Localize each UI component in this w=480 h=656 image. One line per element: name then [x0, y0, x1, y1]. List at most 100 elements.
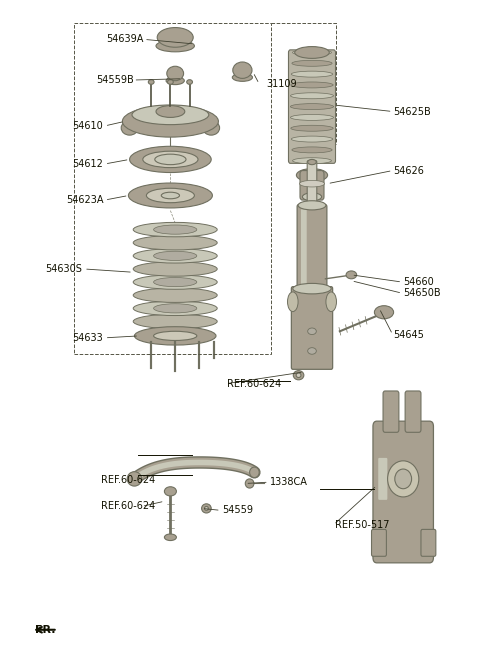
Text: FR.: FR. [35, 625, 55, 635]
Ellipse shape [202, 504, 211, 513]
Ellipse shape [290, 104, 334, 110]
Ellipse shape [308, 159, 316, 165]
Text: 54645: 54645 [394, 329, 424, 340]
Ellipse shape [133, 222, 217, 237]
Ellipse shape [395, 469, 411, 489]
Ellipse shape [291, 71, 333, 77]
Text: REF.50-517: REF.50-517 [335, 520, 390, 530]
Text: 54610: 54610 [72, 121, 103, 131]
Ellipse shape [133, 301, 217, 316]
Text: REF.60-624: REF.60-624 [101, 501, 155, 512]
Ellipse shape [250, 467, 259, 478]
Text: 54630S: 54630S [45, 264, 82, 274]
Ellipse shape [133, 262, 217, 276]
Ellipse shape [298, 201, 326, 210]
Ellipse shape [308, 328, 316, 335]
Ellipse shape [291, 82, 333, 88]
Ellipse shape [302, 193, 322, 201]
FancyBboxPatch shape [373, 421, 433, 563]
Ellipse shape [166, 77, 184, 85]
Ellipse shape [204, 506, 208, 510]
Ellipse shape [187, 79, 192, 85]
Ellipse shape [387, 461, 419, 497]
FancyBboxPatch shape [372, 529, 386, 556]
FancyBboxPatch shape [291, 287, 333, 369]
Ellipse shape [291, 125, 333, 131]
FancyBboxPatch shape [288, 50, 336, 163]
Ellipse shape [156, 106, 185, 117]
FancyBboxPatch shape [378, 458, 387, 500]
Ellipse shape [245, 479, 254, 488]
Ellipse shape [167, 66, 184, 81]
Ellipse shape [291, 136, 333, 142]
Text: 54639A: 54639A [107, 34, 144, 45]
Ellipse shape [146, 188, 194, 203]
Ellipse shape [346, 271, 357, 279]
Ellipse shape [295, 47, 329, 58]
Text: 54559: 54559 [222, 505, 253, 516]
FancyBboxPatch shape [405, 391, 421, 432]
Ellipse shape [155, 154, 186, 165]
Ellipse shape [121, 121, 138, 135]
Ellipse shape [292, 157, 331, 164]
Ellipse shape [168, 79, 173, 85]
Text: 54633: 54633 [72, 333, 103, 343]
Ellipse shape [154, 304, 197, 313]
Ellipse shape [308, 348, 316, 354]
Ellipse shape [133, 236, 217, 250]
Ellipse shape [130, 146, 211, 173]
Ellipse shape [133, 288, 217, 302]
FancyBboxPatch shape [421, 529, 436, 556]
Ellipse shape [156, 40, 194, 52]
Text: 1338CA: 1338CA [270, 477, 308, 487]
Ellipse shape [164, 487, 176, 496]
Ellipse shape [292, 147, 332, 153]
Text: 54623A: 54623A [66, 195, 103, 205]
Ellipse shape [293, 283, 331, 294]
Ellipse shape [298, 284, 326, 293]
Ellipse shape [154, 225, 197, 234]
Ellipse shape [143, 152, 198, 167]
Text: 54650B: 54650B [403, 288, 441, 298]
Ellipse shape [132, 105, 209, 125]
Text: 54559B: 54559B [96, 75, 133, 85]
Ellipse shape [148, 79, 154, 85]
Ellipse shape [129, 183, 212, 208]
Ellipse shape [161, 192, 180, 199]
Ellipse shape [133, 314, 217, 329]
Text: 54625B: 54625B [394, 106, 432, 117]
Ellipse shape [157, 28, 193, 47]
Text: 54660: 54660 [403, 277, 434, 287]
FancyBboxPatch shape [307, 161, 317, 203]
Ellipse shape [122, 106, 218, 137]
FancyBboxPatch shape [300, 171, 324, 200]
Ellipse shape [134, 327, 216, 345]
Ellipse shape [232, 73, 252, 81]
Ellipse shape [290, 114, 334, 121]
Ellipse shape [154, 251, 197, 260]
Ellipse shape [133, 275, 217, 289]
Ellipse shape [292, 60, 332, 66]
Ellipse shape [293, 371, 304, 380]
Ellipse shape [154, 277, 197, 287]
FancyBboxPatch shape [383, 391, 399, 432]
Ellipse shape [133, 249, 217, 263]
Ellipse shape [233, 62, 252, 79]
Text: 54626: 54626 [394, 165, 424, 176]
Text: 54612: 54612 [72, 159, 103, 169]
Text: REF.60-624: REF.60-624 [101, 475, 155, 485]
Ellipse shape [290, 92, 334, 99]
Ellipse shape [296, 169, 327, 182]
Ellipse shape [288, 292, 298, 312]
Ellipse shape [374, 306, 394, 319]
Bar [74, 23, 271, 354]
FancyBboxPatch shape [297, 205, 327, 291]
FancyBboxPatch shape [301, 209, 307, 286]
Ellipse shape [296, 373, 301, 378]
Ellipse shape [300, 180, 324, 187]
Ellipse shape [326, 292, 336, 312]
Ellipse shape [164, 534, 176, 541]
Ellipse shape [292, 49, 331, 56]
Ellipse shape [154, 331, 197, 340]
Ellipse shape [127, 472, 142, 486]
